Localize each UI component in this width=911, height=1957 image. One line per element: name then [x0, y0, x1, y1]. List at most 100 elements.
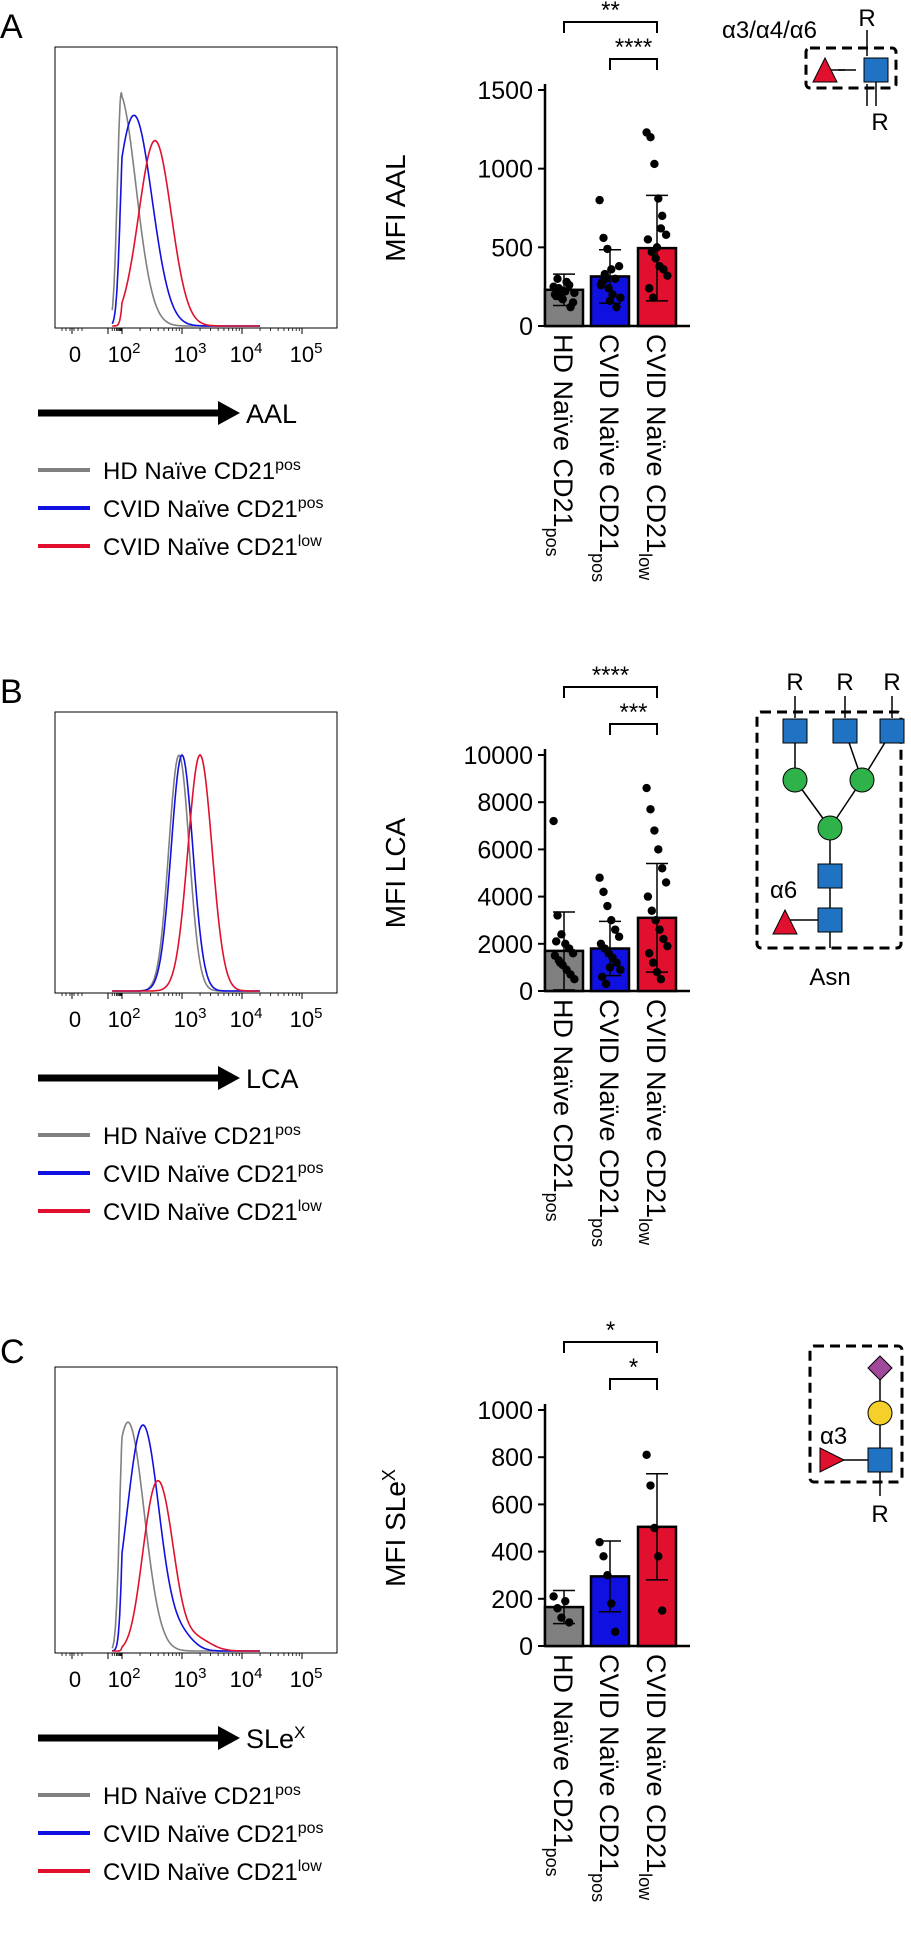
r-label: R	[786, 669, 803, 696]
significance-bracket	[563, 686, 658, 698]
data-point	[555, 958, 565, 967]
linkage-label: α3/α4/α6	[722, 17, 817, 44]
flow-tick-label: 102	[108, 1665, 141, 1692]
flow-tick-label: 103	[174, 340, 207, 367]
y-tick-label: 200	[491, 1586, 533, 1614]
flow-tick-label: 102	[108, 340, 141, 367]
data-point	[599, 1552, 608, 1561]
flow-histogram: 0 102 103 104 105 LCA HD Naïve CD21pos CVID Naï…	[38, 711, 338, 1226]
y-tick-label: 2000	[477, 931, 533, 959]
y-tick-label: 0	[519, 1633, 533, 1661]
data-point	[646, 133, 655, 142]
data-point	[612, 958, 621, 967]
epitope-box	[755, 710, 903, 950]
flow-tick-label: 105	[290, 1005, 323, 1032]
linkage-label: α3	[820, 1423, 847, 1450]
data-point	[603, 901, 612, 911]
data-point	[647, 906, 656, 915]
glcnac-square	[863, 57, 889, 83]
galactose-circle	[867, 1400, 893, 1426]
fucose-triangle	[819, 1447, 846, 1473]
data-point	[599, 233, 608, 243]
data-point	[652, 243, 662, 252]
legend-label-hd: HD Naïve CD21pos	[103, 457, 301, 485]
data-point	[659, 265, 668, 274]
panel-A: A 0 102 103 104 105 AAL HD Naïve CD21pos CVID Na…	[0, 0, 690, 582]
mannose-circle	[817, 815, 843, 841]
y-axis-label: MFI AAL	[380, 154, 411, 261]
flow-histogram: 0 102 103 104 105 AAL HD Naïve CD21pos CVID Naï…	[38, 46, 338, 561]
data-point	[614, 932, 624, 941]
category-label-hd: HD Naïve CD21pos	[542, 999, 578, 1222]
flow-tick-label: 105	[290, 1665, 323, 1692]
flow-tick-label: 0	[69, 342, 81, 367]
data-point	[642, 1450, 651, 1460]
linkage-label: α6	[770, 877, 797, 904]
data-point	[661, 230, 671, 239]
data-point	[607, 265, 616, 274]
bar-chart: 0 500 1000 1500 MFI AAL HD Naïve CD21pos CVID …	[380, 0, 690, 582]
data-point	[555, 285, 565, 295]
flow-tick-label: 103	[174, 1005, 207, 1032]
fucose-triangle	[772, 908, 798, 935]
marker-label: LCA	[246, 1064, 299, 1094]
significance-label: *	[629, 1354, 638, 1381]
category-label-hd: HD Naïve CD21pos	[542, 334, 578, 557]
data-point	[605, 296, 615, 306]
data-point	[611, 274, 620, 283]
asn-label: Asn	[809, 964, 850, 991]
data-point	[557, 930, 566, 939]
data-point	[652, 967, 662, 977]
legend-label-cvid_low: CVID Naïve CD21low	[103, 1858, 322, 1886]
data-point	[595, 873, 604, 882]
data-point	[651, 916, 660, 925]
glycan-A: α3/α4/α6 R R	[722, 5, 898, 136]
data-point	[595, 195, 604, 205]
significance-label: ****	[615, 34, 652, 61]
mannose-circle	[849, 767, 875, 793]
panel-C: C 0 102 103 104 105 SLeX HD Naïve CD21pos CVID N…	[0, 1317, 690, 1902]
y-tick-label: 0	[519, 978, 533, 1006]
data-point	[654, 194, 663, 203]
r-label: R	[883, 669, 900, 696]
data-point	[651, 254, 660, 263]
y-tick-label: 800	[491, 1444, 533, 1472]
flow-histogram: 0 102 103 104 105 SLeX HD Naïve CD21pos CVID Na…	[38, 1366, 338, 1886]
data-point	[601, 274, 611, 283]
significance-bracket	[609, 1378, 658, 1390]
glcnac-square	[817, 907, 843, 933]
mannose-circle	[782, 767, 808, 793]
y-tick-label: 10000	[463, 742, 533, 770]
y-tick-label: 400	[491, 1539, 533, 1567]
data-point	[616, 293, 625, 302]
category-label-hd: HD Naïve CD21pos	[542, 1654, 578, 1877]
flow-tick-label: 104	[230, 1005, 263, 1032]
significance-bracket	[563, 21, 658, 33]
significance-label: ***	[619, 699, 647, 726]
flow-tick-label: 104	[230, 1665, 263, 1692]
sialic-acid-diamond	[867, 1355, 893, 1381]
data-point	[553, 274, 562, 283]
glcnac-square	[879, 718, 905, 744]
data-point	[611, 925, 620, 934]
epitope-box	[808, 1344, 904, 1484]
histogram-curve-cvid_low	[112, 1479, 260, 1652]
data-point	[645, 284, 654, 293]
significance-bracket	[609, 723, 658, 735]
histogram-curve-cvid_low	[112, 139, 260, 327]
data-point	[654, 845, 663, 854]
fucose-triangle	[812, 56, 838, 83]
r-label: R	[836, 669, 853, 696]
bar-chart: 0 2000 4000 6000 8000 10000 MFI LCA HD Naïve CD…	[380, 662, 690, 1247]
histogram-frame	[54, 1366, 338, 1654]
significance-label: ****	[592, 662, 629, 689]
data-point	[612, 302, 621, 312]
significance-bracket	[563, 1341, 658, 1353]
marker-arrow-head	[218, 401, 240, 425]
data-point	[570, 975, 579, 984]
data-point	[648, 958, 658, 967]
data-point	[566, 302, 575, 312]
glcnac-square	[832, 718, 858, 744]
data-point	[663, 271, 672, 280]
flow-tick-label: 0	[69, 1007, 81, 1032]
